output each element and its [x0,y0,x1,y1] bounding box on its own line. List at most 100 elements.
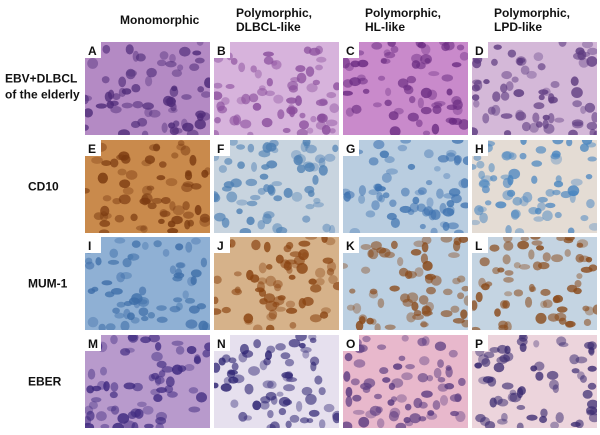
panel-letter: O [346,337,355,351]
cell [377,344,387,350]
cell [532,112,540,123]
cell [581,42,594,49]
cell [461,285,468,292]
cell [513,289,524,297]
cell [151,372,160,380]
cell [482,376,494,383]
cell [310,115,317,123]
cell [473,99,480,108]
panel-letter: P [475,337,483,351]
cell [158,370,166,378]
cell [406,75,417,84]
cell [503,237,513,243]
cell [161,196,171,205]
cell [302,140,311,147]
cell [373,140,385,150]
cell [321,237,328,244]
cell [169,86,179,97]
cell [458,237,468,243]
cell [312,174,319,185]
cell [535,121,543,128]
cell [119,179,131,189]
cell [374,323,381,330]
cell [589,408,597,416]
cell [413,310,422,317]
cell [318,419,326,428]
panel-letter: J [217,239,224,253]
cell [257,277,268,285]
cell [352,409,365,415]
cell [388,111,399,121]
cell [388,411,399,422]
cell [116,301,126,308]
cell [114,237,126,244]
cell [185,241,193,253]
cell [105,323,116,330]
cell [228,140,238,146]
cell [384,324,396,330]
cell [475,291,483,303]
cell [269,421,280,428]
cell [372,102,382,108]
cell [585,173,593,180]
cell [472,58,482,69]
cell [479,257,490,267]
cell [107,259,120,265]
cell [263,293,276,303]
cell [307,190,315,198]
cell [121,102,133,109]
cells [343,335,466,428]
cell [196,392,208,403]
cell [426,286,436,295]
cell [535,146,547,154]
cell [417,372,429,383]
cell [316,56,327,63]
cell [101,280,113,286]
cell [497,418,508,425]
cell [332,281,339,291]
cell [437,383,449,392]
cell [382,377,391,383]
cell [592,304,597,315]
cell [457,292,465,300]
cell [519,196,529,207]
cell [539,415,548,424]
cell [96,411,107,422]
cell [332,412,339,424]
cell [186,345,197,355]
cell [366,317,374,325]
cell [369,405,382,417]
cell [266,380,277,389]
cell [272,280,283,289]
cell [99,220,111,227]
cell [411,301,419,311]
cell [376,418,385,428]
cell [309,356,320,366]
cell [586,399,597,409]
cell [550,80,560,89]
cell [274,283,282,292]
cell [407,163,416,170]
cell [85,124,89,131]
cell [175,345,185,355]
cell [130,213,138,222]
cell [296,164,306,174]
cell [286,377,298,383]
cell [379,150,390,159]
cell [533,216,544,222]
cell [386,212,397,221]
cell [358,416,370,428]
cell [582,51,591,57]
cell [566,140,573,147]
cell [125,44,134,55]
cell [246,269,254,281]
cell [384,156,395,164]
cell [473,154,482,161]
cell [309,314,322,323]
cell [288,274,296,280]
cell [185,319,198,329]
letter-box [85,140,101,156]
cell [490,175,498,182]
cell [385,168,398,175]
